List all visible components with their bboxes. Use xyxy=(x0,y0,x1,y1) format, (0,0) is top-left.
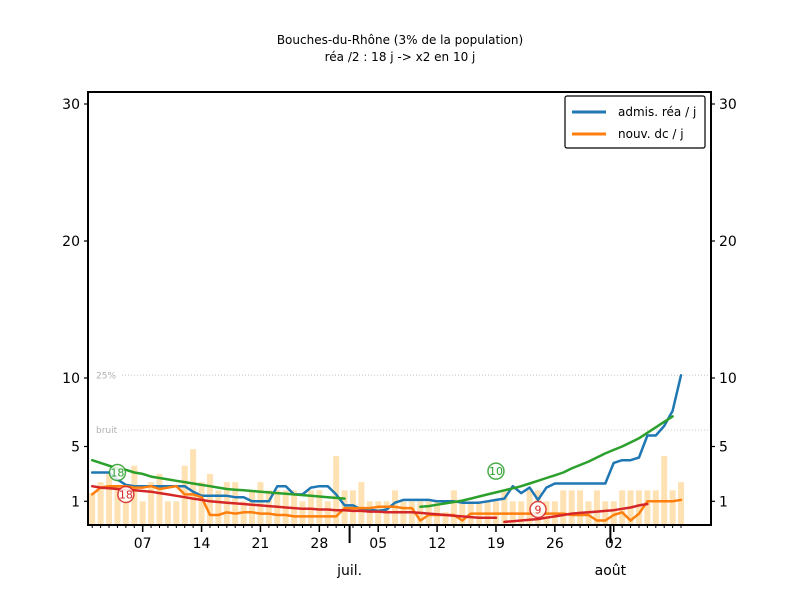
bar xyxy=(114,484,121,525)
bar xyxy=(324,501,331,525)
bar xyxy=(593,490,600,525)
bar xyxy=(198,482,205,525)
bar xyxy=(459,501,466,525)
series-line xyxy=(419,415,674,509)
bar xyxy=(215,490,222,525)
bar xyxy=(265,490,272,525)
y-tick-label-left: 10 xyxy=(62,371,80,387)
bar xyxy=(139,501,146,525)
bar xyxy=(249,490,256,525)
annotation-circle xyxy=(117,485,135,504)
doubling-annotation: 10 xyxy=(487,462,505,480)
bar xyxy=(156,473,163,525)
bar xyxy=(299,501,306,525)
month-label: juil. xyxy=(336,563,362,579)
bar xyxy=(333,456,340,525)
bar xyxy=(190,449,197,525)
doubling-annotation: 9 xyxy=(529,500,547,519)
bar xyxy=(97,482,104,525)
bar xyxy=(661,456,668,525)
bar xyxy=(366,501,373,525)
bar xyxy=(122,490,129,525)
annotation-circle xyxy=(529,500,547,519)
x-tick-label: 19 xyxy=(487,536,505,552)
y-tick-label-left: 20 xyxy=(62,234,80,250)
annotation-label: 18 xyxy=(119,488,133,501)
annotation-label: 18 xyxy=(110,467,124,480)
bar xyxy=(577,490,584,525)
annotation-label: 10 xyxy=(489,465,503,478)
bar xyxy=(669,490,676,525)
x-tick-label: 26 xyxy=(546,536,564,552)
x-axis-ticks: 07 14 21 28 05 12 19 26 02 juil. août xyxy=(91,525,682,579)
bar xyxy=(644,490,651,525)
series-line xyxy=(90,458,346,500)
x-tick-label: 02 xyxy=(605,536,623,552)
series-lines xyxy=(90,374,683,524)
legend-label-dc: nouv. dc / j xyxy=(618,127,684,141)
bar xyxy=(375,501,382,525)
annotation-circle xyxy=(487,462,505,480)
bar xyxy=(501,490,508,525)
bar xyxy=(106,473,113,525)
y-tick-label-right: 5 xyxy=(719,440,728,456)
bar xyxy=(602,501,609,525)
annotation-circle xyxy=(108,463,127,482)
legend-label-adm: admis. réa / j xyxy=(618,105,696,119)
annotations: 18 18 10 9 xyxy=(108,462,547,519)
bar xyxy=(89,493,96,525)
threshold-label: 25% xyxy=(96,371,116,381)
bar xyxy=(610,501,617,525)
month-label: août xyxy=(595,563,627,579)
y-tick-label-right: 10 xyxy=(719,371,737,387)
x-tick-label: 07 xyxy=(134,536,152,552)
bar xyxy=(450,490,457,525)
y-tick-label-right: 20 xyxy=(719,234,737,250)
bar xyxy=(568,490,575,525)
bar xyxy=(635,490,642,525)
series-line xyxy=(90,484,683,522)
bar xyxy=(148,482,155,525)
bar xyxy=(442,512,449,525)
x-tick-label: 28 xyxy=(310,536,328,552)
y-axis-ticks: 1 1 5 5 10 10 20 20 30 30 xyxy=(62,97,737,510)
y-tick-label-left: 30 xyxy=(62,97,80,113)
y-tick-label-right: 30 xyxy=(719,97,737,113)
series-line xyxy=(90,374,683,513)
series-line xyxy=(503,502,649,524)
bar xyxy=(560,490,567,525)
x-tick-label: 14 xyxy=(193,536,211,552)
bar xyxy=(358,482,365,525)
bar xyxy=(173,501,180,525)
chart-subtitle: réa /2 : 18 j -> x2 en 10 j xyxy=(325,50,476,64)
y-tick-label-left: 1 xyxy=(71,494,80,510)
bar xyxy=(678,482,685,525)
plot-frame xyxy=(87,91,712,526)
x-tick-label: 12 xyxy=(428,536,446,552)
threshold-lines: 25% bruit xyxy=(96,371,711,436)
chart-title: Bouches-du-Rhône (3% de la population) xyxy=(277,33,523,47)
bar xyxy=(652,490,659,525)
x-tick-label: 05 xyxy=(369,536,387,552)
series-line xyxy=(90,484,498,519)
annotation-label: 9 xyxy=(535,504,542,517)
doubling-annotation: 18 xyxy=(108,463,127,482)
bar xyxy=(164,501,171,525)
threshold-label: bruit xyxy=(96,426,118,436)
bar xyxy=(257,482,264,525)
y-tick-label-right: 1 xyxy=(719,494,728,510)
x-tick-label: 21 xyxy=(252,536,270,552)
bar xyxy=(316,490,323,525)
y-tick-label-left: 5 xyxy=(71,440,80,456)
legend: admis. réa / j nouv. dc / j xyxy=(564,95,706,149)
bar xyxy=(206,473,213,525)
doubling-annotation: 18 xyxy=(117,485,135,504)
